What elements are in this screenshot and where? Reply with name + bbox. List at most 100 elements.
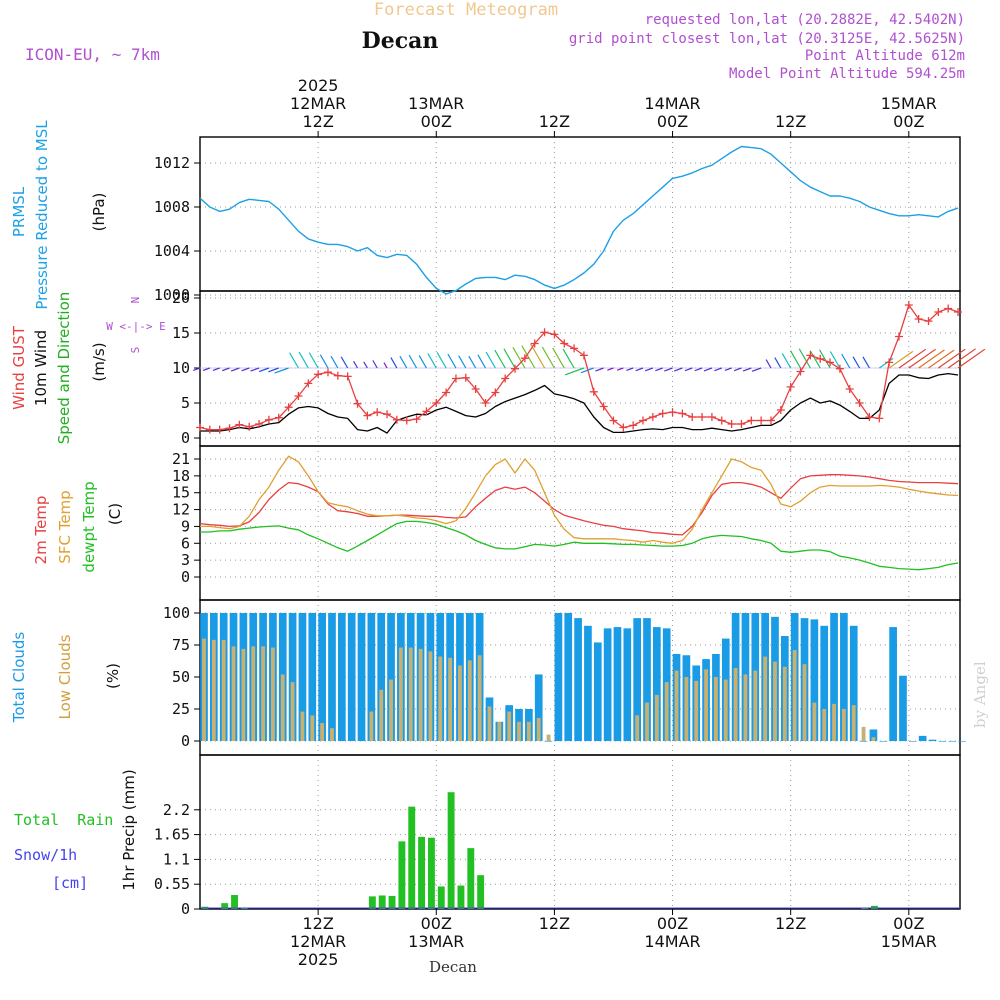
gust-marker: [845, 385, 854, 393]
total-cloud-bar: [869, 729, 878, 741]
wind-barb: [274, 367, 289, 374]
temp-unit: (C): [106, 503, 124, 525]
gust-marker: [668, 408, 677, 417]
low-cloud-bar: [320, 723, 325, 741]
total-cloud-bar: [810, 619, 819, 741]
gust-marker: [599, 402, 608, 411]
wind-barb: [485, 351, 496, 369]
low-cloud-bar: [871, 737, 876, 741]
time-label-bottom: 13MAR: [408, 932, 464, 951]
wind-barb: [852, 356, 861, 369]
model-altitude: Model Point Altitude 594.25m: [729, 66, 965, 82]
low-cloud-bar: [487, 706, 492, 741]
wind-barb: [798, 348, 811, 369]
compass-west-east: W <-|-> E: [106, 320, 166, 333]
y-tick-label: 25: [172, 700, 190, 718]
wind-gust-label: Wind GUST: [10, 325, 28, 410]
temp-sfc-label: SFC Temp: [56, 490, 74, 563]
wind-barb: [789, 350, 802, 369]
wind-barb: [202, 367, 211, 372]
y-tick-label: 15: [172, 484, 190, 502]
wind-barb: [937, 348, 966, 369]
total-cloud-bar: [840, 613, 848, 741]
wind-barb: [751, 367, 762, 372]
low-cloud-bar: [211, 639, 216, 741]
temp-2m-line: [199, 474, 959, 536]
pressure-label-full: Pressure Reduced to MSL: [33, 120, 51, 310]
snow-label: Snow/1h: [14, 846, 77, 864]
low-cloud-bar: [684, 677, 689, 741]
time-label-bottom: 00Z: [421, 914, 452, 933]
y-tick-label: 1000: [154, 286, 190, 304]
wind-barb: [436, 352, 447, 369]
low-cloud-bar: [763, 656, 768, 741]
gust-marker: [619, 423, 628, 432]
wind-barb: [541, 346, 555, 369]
wind-barb: [319, 354, 329, 369]
gust-marker: [816, 354, 825, 363]
total-cloud-bar: [849, 625, 858, 741]
time-label-top: 00Z: [421, 112, 452, 131]
wind-barb: [298, 351, 309, 369]
y-tick-label: 21: [172, 450, 190, 468]
rain-bar: [398, 841, 406, 909]
total-cloud-bar: [308, 613, 317, 741]
low-cloud-bar: [290, 682, 295, 741]
wind-barb: [724, 367, 732, 372]
low-cloud-bar: [458, 665, 462, 741]
low-cloud-bar: [202, 638, 206, 741]
rain-bar: [368, 896, 376, 909]
total-cloud-bar: [337, 613, 346, 741]
wind-barb: [521, 345, 536, 369]
total-cloud-bar: [564, 613, 573, 741]
wind-barb: [477, 354, 487, 369]
low-cloud-bar: [280, 674, 285, 741]
wind-barb: [781, 353, 792, 369]
time-label-top: 13MAR: [408, 94, 464, 113]
gust-marker: [530, 339, 539, 348]
low-cloud-bar: [221, 639, 226, 741]
total-cloud-bar: [879, 741, 888, 742]
rain-bar: [408, 806, 416, 909]
low-cloud-bar: [635, 715, 640, 741]
time-label-bottom: 12Z: [539, 914, 570, 933]
wind-barb: [308, 352, 319, 369]
point-altitude: Point Altitude 612m: [805, 48, 965, 64]
time-label-bottom: 15MAR: [881, 932, 937, 951]
wind-gust-line: [199, 304, 959, 431]
y-tick-label: 75: [172, 636, 190, 654]
low-cloud-bar: [428, 651, 433, 741]
low-cloud-bar: [851, 705, 856, 741]
time-label-top: 14MAR: [644, 94, 700, 113]
y-tick-label: 1004: [154, 242, 190, 260]
low-cloud-bar: [536, 717, 541, 741]
low-cloud-bar: [674, 670, 679, 741]
total-cloud-bar: [948, 741, 957, 742]
gust-marker: [579, 351, 588, 360]
gust-marker: [442, 388, 451, 397]
wind-barb: [616, 367, 624, 371]
footer-station: Decan: [429, 958, 477, 976]
time-label-bottom: 12MAR: [290, 932, 346, 951]
wind-barb: [353, 360, 359, 369]
wind-barb: [918, 349, 945, 369]
total-cloud-bar: [387, 613, 395, 741]
low-cloud-bar: [261, 646, 265, 741]
gust-marker: [934, 308, 943, 316]
wind-barb: [230, 367, 240, 372]
wind-barb: [494, 349, 506, 369]
low-cloud-bar: [241, 648, 246, 741]
low-cloud-bar: [330, 728, 334, 741]
rain-bar: [447, 792, 455, 909]
rain-bar: [231, 895, 238, 909]
wind-barb: [383, 362, 388, 369]
total-cloud-bar: [889, 627, 897, 741]
gust-marker: [284, 403, 293, 412]
low-cloud-bar: [526, 721, 531, 741]
wind-10m-label: 10m Wind: [32, 330, 50, 406]
y-tick-label: 0: [181, 429, 190, 447]
gust-marker: [747, 416, 756, 425]
gust-marker: [855, 399, 864, 407]
wind-barb: [841, 353, 851, 369]
total-cloud-bar: [918, 735, 927, 741]
